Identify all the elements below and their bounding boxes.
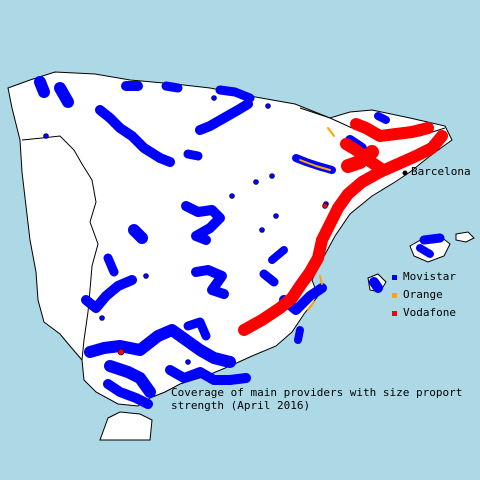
movistar-coverage-25	[419, 233, 445, 245]
iberia-land	[7, 71, 453, 407]
barcelona-marker	[402, 170, 408, 176]
vodafone-coverage-2	[350, 118, 434, 142]
movistar-site-3	[229, 193, 235, 199]
movistar-coverage-22	[165, 365, 251, 385]
legend-label-orange: Orange	[403, 288, 443, 301]
movistar-site-8	[99, 315, 105, 321]
legend-item-movistar: Movistar	[392, 268, 456, 286]
movistar-coverage-2	[95, 105, 175, 167]
movistar-coverage-4	[161, 81, 183, 93]
legend-label-vodafone: Vodafone	[403, 306, 456, 319]
movistar-coverage-19	[369, 277, 383, 293]
vodafone-site-1	[322, 203, 328, 209]
legend-marker-orange	[392, 292, 397, 298]
menorca-island	[455, 231, 475, 243]
movistar-coverage-5	[195, 99, 253, 135]
movistar-coverage-12	[103, 253, 119, 277]
movistar-site-4	[253, 179, 259, 185]
movistar-site-6	[273, 213, 279, 219]
movistar-coverage-6	[215, 85, 255, 103]
movistar-coverage-23	[103, 379, 153, 409]
movistar-coverage-14	[191, 265, 229, 299]
movistar-coverage-1	[54, 82, 74, 108]
movistar-coverage-7	[183, 149, 203, 161]
movistar-coverage-26	[416, 244, 434, 258]
movistar-site-7	[143, 273, 149, 279]
movistar-site-0	[43, 133, 49, 139]
orange-coverage-3	[319, 275, 323, 285]
caption-line-2: strength (April 2016)	[171, 399, 311, 412]
orange-coverage-2	[307, 301, 315, 311]
legend: Movistar Orange Vodafone	[392, 268, 456, 322]
movistar-coverage-20	[84, 324, 236, 368]
legend-label-movistar: Movistar	[403, 270, 456, 283]
movistar-site-10	[259, 227, 265, 233]
movistar-coverage-16	[268, 246, 288, 264]
movistar-coverage-24	[183, 317, 211, 341]
movistar-site-1	[211, 95, 217, 101]
movistar-site-5	[269, 173, 275, 179]
movistar-coverage-15	[259, 269, 279, 287]
vodafone-coverage-0	[238, 130, 448, 336]
map-caption: Coverage of main providers with size pro…	[171, 386, 480, 412]
city-label-barcelona: Barcelona	[411, 165, 471, 178]
caption-line-1: Coverage of main providers with size pro…	[171, 386, 463, 399]
movistar-coverage-18	[294, 326, 304, 344]
vodafone-site-0	[117, 348, 125, 356]
movistar-coverage-11	[128, 224, 148, 244]
vodafone-coverage-3	[341, 145, 379, 173]
movistar-coverage-0	[34, 76, 50, 98]
orange-coverage-1	[327, 127, 335, 137]
coverage-layer	[34, 76, 448, 409]
legend-marker-vodafone	[392, 310, 397, 316]
orange-coverage-0	[299, 159, 331, 171]
movistar-site-2	[265, 103, 271, 109]
movistar-site-9	[185, 359, 191, 365]
africa-coast	[99, 411, 153, 441]
movistar-coverage-13	[81, 275, 137, 313]
legend-item-vodafone: Vodafone	[392, 304, 456, 322]
movistar-coverage-21	[104, 360, 156, 398]
legend-marker-movistar	[392, 274, 397, 280]
movistar-coverage-27	[374, 112, 390, 124]
portugal-border	[21, 135, 99, 361]
movistar-coverage-10	[181, 201, 225, 245]
legend-item-orange: Orange	[392, 286, 456, 304]
